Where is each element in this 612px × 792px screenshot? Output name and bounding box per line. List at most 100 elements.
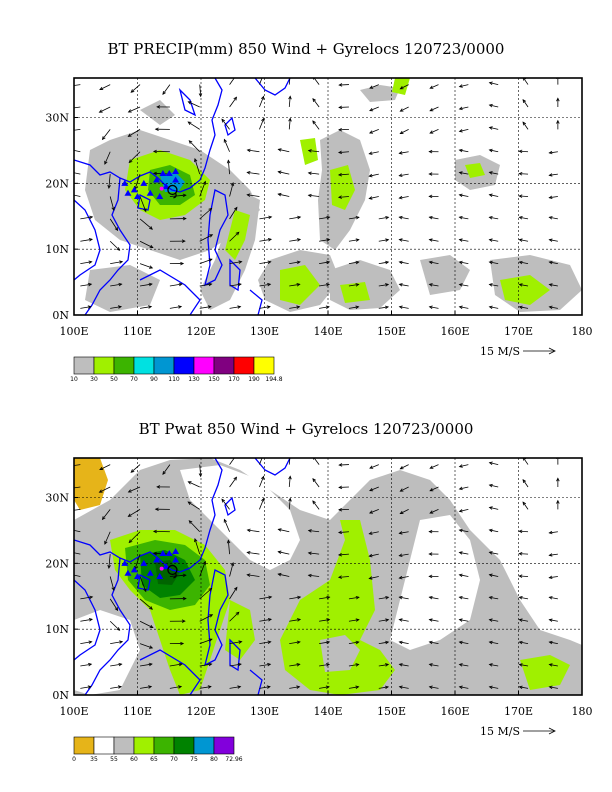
wind-arrow	[289, 619, 301, 622]
wind-arrow-head	[428, 618, 433, 622]
wind-arrow	[289, 216, 301, 220]
wind-arrow	[110, 663, 122, 667]
wind-arrow	[429, 128, 439, 134]
wind-arrow-head	[226, 539, 231, 544]
wind-arrow-head	[162, 90, 166, 95]
wind-arrow-head	[399, 86, 404, 90]
wind-arrow	[308, 172, 320, 175]
wind-arrow	[80, 216, 93, 220]
wind-arrow	[489, 171, 499, 175]
wind-arrow	[319, 239, 330, 242]
wind-arrow	[139, 306, 152, 309]
wind-arrow-head	[230, 562, 235, 567]
wind-arrow-head	[369, 487, 374, 492]
wind-arrow	[549, 531, 558, 534]
wind-arrow-head	[267, 238, 273, 242]
wind-arrow-head	[117, 685, 123, 689]
wind-arrow-head	[88, 662, 93, 667]
x-tick-label: 140E	[313, 705, 342, 718]
wind-arrow-head	[118, 662, 123, 667]
colorbar-swatch	[73, 356, 95, 375]
wind-arrow-head	[548, 283, 553, 287]
colorbar-label: 80	[210, 756, 218, 763]
wind-arrow-head	[118, 282, 123, 287]
wind-arrow	[104, 531, 111, 545]
precip-map-panel: 100E 110E 120E 130E 140E 150E 160E 170E 180 0N10…	[45, 77, 593, 383]
wind-arrow	[399, 686, 409, 689]
colorbar-label: 70	[170, 756, 178, 763]
wind-arrow	[188, 481, 200, 488]
wind-arrow-head	[337, 530, 343, 535]
wind-arrow-head	[221, 498, 226, 503]
wind-arrow	[369, 531, 379, 535]
wind-arrow	[399, 151, 409, 154]
wind-arrow	[80, 663, 92, 667]
x-tick-label: 150E	[377, 325, 406, 338]
wind-arrow-head	[458, 238, 463, 242]
wind-arrow	[289, 261, 301, 265]
wind-arrow-head	[288, 497, 292, 502]
wind-arrow-head	[194, 537, 198, 543]
wind-arrow	[399, 531, 409, 534]
wind-arrow	[162, 84, 171, 95]
wind-arrow-head	[458, 573, 463, 578]
wind-arrow-head	[429, 130, 434, 134]
wind-arrow	[459, 508, 469, 512]
wind-arrow-head	[87, 685, 92, 689]
wind-arrow	[348, 239, 359, 242]
wind-arrow-head	[548, 663, 553, 667]
wind-arrow	[519, 239, 529, 242]
wind-arrow	[288, 118, 291, 130]
wind-arrow-head	[178, 282, 183, 287]
wind-arrow-head	[428, 149, 433, 154]
wind-arrow-head	[296, 640, 301, 645]
wind-arrow-head	[326, 260, 331, 265]
wind-arrow	[489, 284, 499, 287]
wind-arrow-head	[70, 84, 73, 87]
wind-arrow-head	[266, 305, 271, 309]
wind-arrow-head	[458, 84, 463, 88]
wind-arrow-head	[277, 572, 282, 577]
wind-arrow	[278, 148, 290, 153]
wind-arrow-head	[488, 283, 493, 287]
wind-arrow-head	[188, 520, 193, 524]
gyre-marker-icon	[165, 169, 173, 176]
gyre-locations	[121, 547, 180, 579]
wind-arrow	[278, 193, 290, 197]
wind-arrow	[199, 464, 202, 477]
wind-arrow	[278, 573, 290, 577]
gyre-marker-icon	[172, 167, 180, 174]
wind-arrow-head	[209, 614, 214, 618]
wind-arrow	[134, 553, 141, 570]
colorbar-swatch	[153, 736, 175, 755]
wind-arrow-head	[488, 461, 493, 465]
wind-arrow	[338, 151, 349, 153]
wind-arrow	[259, 96, 265, 108]
wind-arrow-head	[488, 663, 493, 667]
wind-arrow-head	[208, 662, 213, 667]
y-tick-label: 10N	[45, 243, 69, 256]
wind-arrow	[102, 509, 111, 520]
wind-arrow-head	[198, 473, 203, 478]
wind-arrow	[429, 663, 439, 667]
wind-arrow	[247, 171, 260, 175]
wind-arrow	[549, 619, 558, 622]
wind-arrow	[199, 686, 211, 689]
wind-arrow-head	[488, 260, 493, 265]
colorbar-label: 194.8	[265, 376, 282, 383]
wind-arrow	[139, 196, 147, 212]
wind-arrow-head	[312, 500, 316, 505]
wind-arrow	[199, 663, 212, 667]
wind-arrow-head	[325, 305, 330, 309]
gyre-marker-icon	[153, 176, 161, 183]
wind-arrow	[338, 576, 349, 578]
wind-arrow	[313, 458, 320, 465]
wind-arrow-head	[337, 172, 343, 177]
wind-arrow-head	[488, 216, 493, 220]
wind-arrow	[338, 196, 349, 198]
wind-arrow-head	[368, 553, 373, 558]
wind-arrow-head	[428, 172, 433, 176]
wind-arrow	[80, 686, 91, 689]
wind-arrow	[549, 284, 558, 287]
wind-arrow	[319, 663, 330, 667]
